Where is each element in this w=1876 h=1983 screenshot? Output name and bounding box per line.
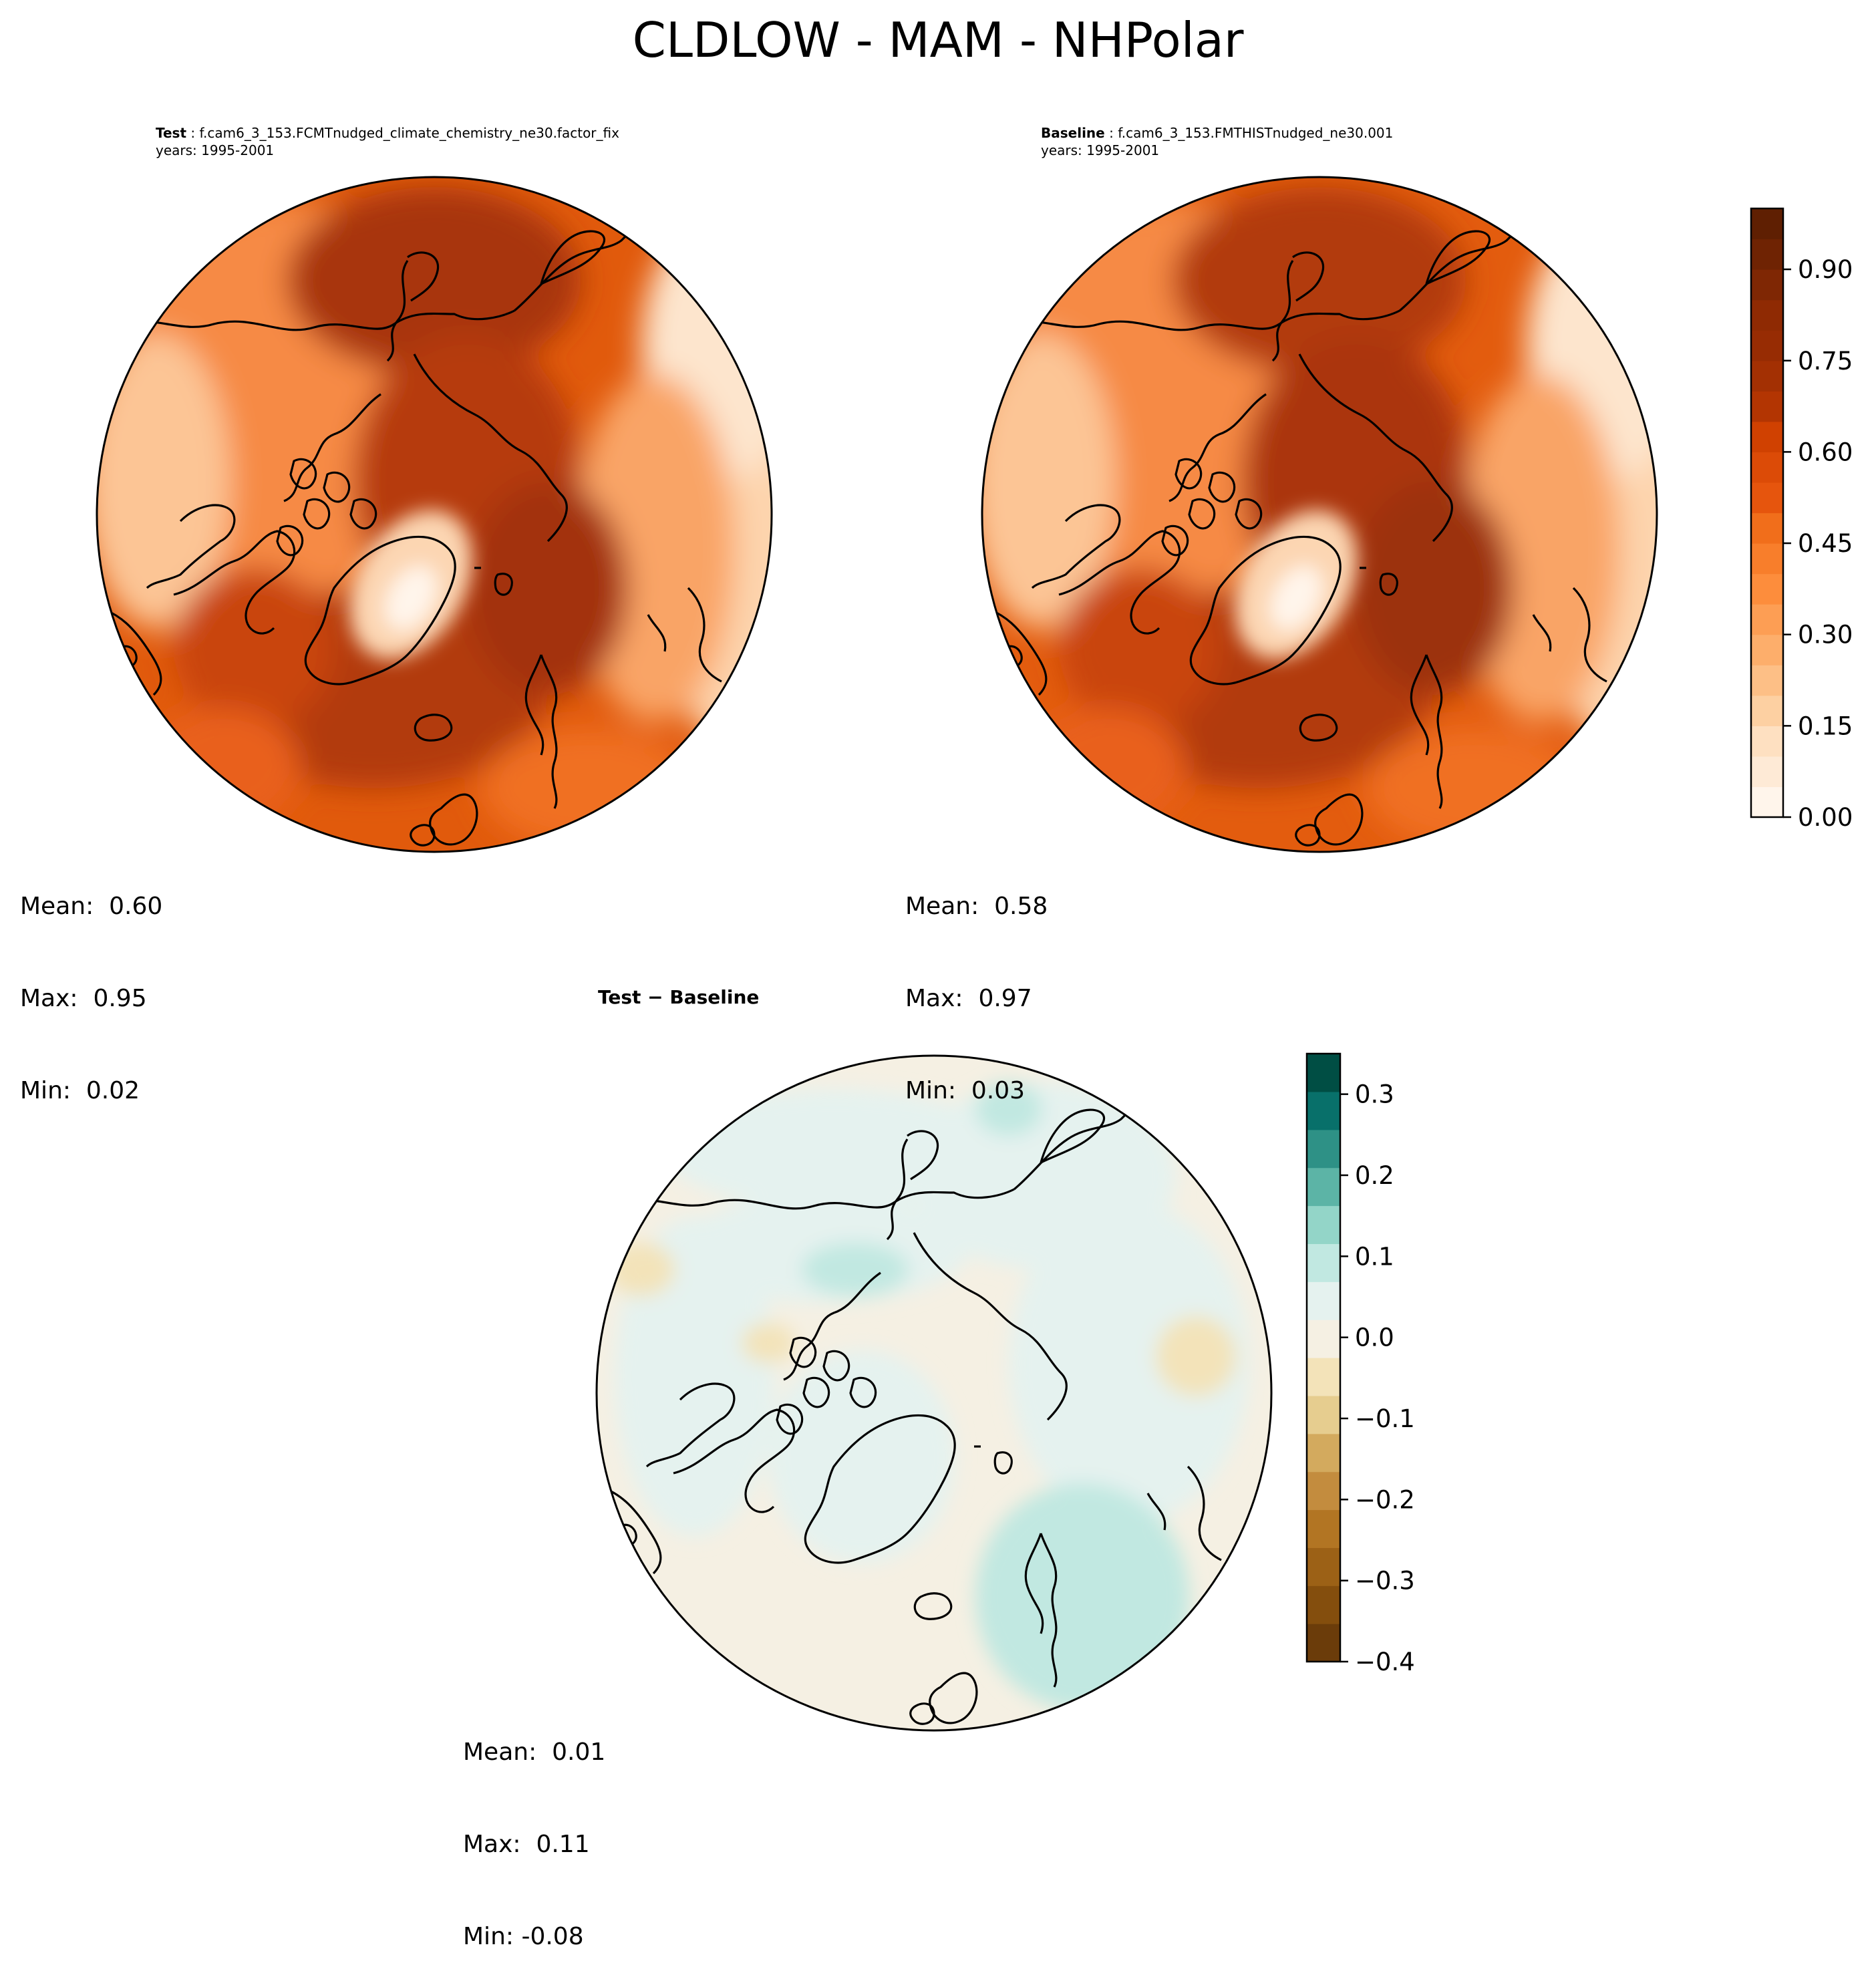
diff-colorbar-tick-label: −0.1 bbox=[1355, 1404, 1415, 1433]
baseline-years: years: 1995-2001 bbox=[1041, 142, 1160, 158]
main-colorbar-band bbox=[1751, 330, 1783, 361]
baseline-map bbox=[981, 176, 1658, 853]
diff-colorbar-band bbox=[1307, 1433, 1340, 1473]
main-colorbar-band bbox=[1751, 573, 1783, 605]
main-colorbar-tick-label: 0.45 bbox=[1798, 529, 1853, 558]
main-colorbar-band bbox=[1751, 239, 1783, 270]
main-colorbar-band bbox=[1751, 604, 1783, 635]
diff-colorbar-band bbox=[1307, 1585, 1340, 1624]
main-colorbar-band bbox=[1751, 695, 1783, 726]
diff-colorbar-tick-label: 0.0 bbox=[1355, 1324, 1394, 1352]
diff-colorbar-tick-label: 0.1 bbox=[1355, 1242, 1394, 1271]
diff-colorbar-band bbox=[1307, 1320, 1340, 1358]
baseline-label: Baseline bbox=[1041, 125, 1105, 141]
main-colorbar-band bbox=[1751, 512, 1783, 544]
diff-min: Min: -0.08 bbox=[463, 1923, 584, 1950]
test-stats: Mean: 0.60 Max: 0.95 Min: 0.02 bbox=[20, 830, 162, 1137]
diff-colorbar-tick-label: −0.4 bbox=[1355, 1648, 1415, 1676]
baseline-mean: Mean: 0.58 bbox=[905, 893, 1048, 920]
test-max: Max: 0.95 bbox=[20, 985, 147, 1012]
diff-map bbox=[595, 1054, 1273, 1732]
diff-colorbar-tick-label: −0.3 bbox=[1355, 1567, 1415, 1595]
figure-title: CLDLOW - MAM - NHPolar bbox=[632, 12, 1244, 68]
main-colorbar-tick-label: 0.60 bbox=[1798, 438, 1853, 466]
diff-colorbar-band bbox=[1307, 1281, 1340, 1320]
main-colorbar-band bbox=[1751, 452, 1783, 483]
test-mean: Mean: 0.60 bbox=[20, 893, 163, 920]
test-label: Test bbox=[156, 125, 187, 141]
main-colorbar-band bbox=[1751, 299, 1783, 331]
main-colorbar-band bbox=[1751, 360, 1783, 392]
diff-colorbar-band bbox=[1307, 1243, 1340, 1282]
diff-colorbar-band bbox=[1307, 1471, 1340, 1511]
diff-mean: Mean: 0.01 bbox=[463, 1738, 606, 1766]
test-subtitle: Test : f.cam6_3_153.FCMTnudged_climate_c… bbox=[156, 125, 619, 158]
main-colorbar-tick-label: 0.15 bbox=[1798, 712, 1853, 740]
diff-colorbar-band bbox=[1307, 1054, 1340, 1092]
main-colorbar-tick-label: 0.30 bbox=[1798, 621, 1853, 649]
colorbar-diff: −0.4 −0.3 −0.2 −0.1 0.0 0.1 0.2 0.3 bbox=[1305, 1052, 1415, 1676]
baseline-min: Min: 0.03 bbox=[905, 1077, 1026, 1104]
main-colorbar-band bbox=[1751, 391, 1783, 422]
diff-colorbar-band bbox=[1307, 1091, 1340, 1130]
figure-canvas: 0.000.150.300.450.600.750.90 −0.4−0.3−0.… bbox=[96, 176, 1853, 1732]
baseline-max: Max: 0.97 bbox=[905, 985, 1032, 1012]
diff-colorbar-band bbox=[1307, 1167, 1340, 1207]
baseline-stats: Mean: 0.58 Max: 0.97 Min: 0.03 bbox=[905, 830, 1048, 1137]
diff-colorbar-band bbox=[1307, 1395, 1340, 1434]
diff-colorbar-band bbox=[1307, 1624, 1340, 1662]
diff-colorbar-band bbox=[1307, 1509, 1340, 1548]
test-min: Min: 0.02 bbox=[20, 1077, 140, 1104]
baseline-case: f.cam6_3_153.FMTHISTnudged_ne30.001 bbox=[1118, 125, 1394, 141]
main-colorbar-band bbox=[1751, 543, 1783, 575]
main-colorbar-band bbox=[1751, 269, 1783, 301]
diff-title: Test − Baseline bbox=[598, 986, 760, 1008]
main-colorbar-band bbox=[1751, 726, 1783, 757]
diff-colorbar-band bbox=[1307, 1547, 1340, 1586]
test-years: years: 1995-2001 bbox=[156, 142, 275, 158]
main-colorbar-band bbox=[1751, 665, 1783, 696]
diff-max: Max: 0.11 bbox=[463, 1831, 590, 1858]
colorbar-main: 0.00 0.15 0.30 0.45 0.60 0.75 0.90 bbox=[1750, 207, 1853, 832]
diff-colorbar-tick-label: 0.3 bbox=[1355, 1080, 1394, 1109]
test-map bbox=[96, 176, 773, 853]
main-colorbar-tick-label: 0.90 bbox=[1798, 255, 1853, 284]
baseline-subtitle: Baseline : f.cam6_3_153.FMTHISTnudged_ne… bbox=[1041, 125, 1394, 158]
main-colorbar-band bbox=[1751, 421, 1783, 452]
diff-colorbar-band bbox=[1307, 1205, 1340, 1244]
diff-colorbar-tick-label: 0.2 bbox=[1355, 1161, 1394, 1190]
diff-colorbar-band bbox=[1307, 1129, 1340, 1169]
main-colorbar-tick-label: 0.00 bbox=[1798, 803, 1853, 832]
diff-colorbar-tick-label: −0.2 bbox=[1355, 1485, 1415, 1514]
main-colorbar-band bbox=[1751, 634, 1783, 665]
main-colorbar-tick-label: 0.75 bbox=[1798, 347, 1853, 375]
test-case: f.cam6_3_153.FCMTnudged_climate_chemistr… bbox=[199, 125, 619, 141]
diff-colorbar-band bbox=[1307, 1358, 1340, 1396]
main-colorbar-band bbox=[1751, 482, 1783, 514]
main-colorbar-band bbox=[1751, 208, 1783, 240]
diff-colorbar-frame bbox=[1305, 1052, 1342, 1663]
main-colorbar-band bbox=[1751, 756, 1783, 788]
main-colorbar-band bbox=[1751, 786, 1783, 818]
diff-stats: Mean: 0.01 Max: 0.11 Min: -0.08 bbox=[463, 1676, 605, 1983]
main-colorbar-frame bbox=[1750, 207, 1784, 818]
